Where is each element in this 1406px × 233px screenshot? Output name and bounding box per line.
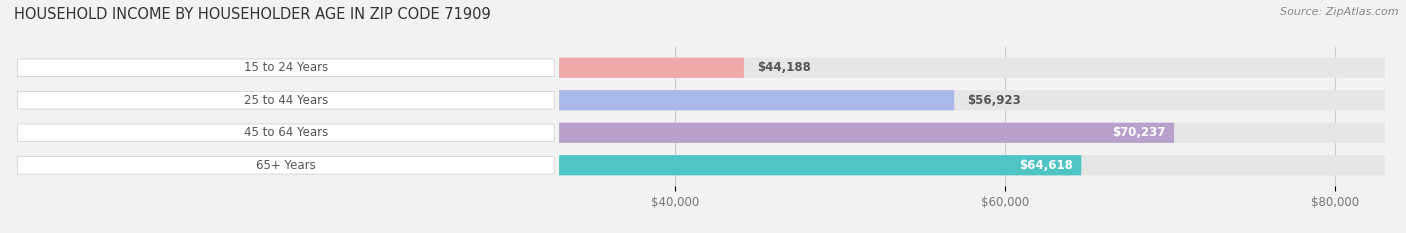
Text: HOUSEHOLD INCOME BY HOUSEHOLDER AGE IN ZIP CODE 71909: HOUSEHOLD INCOME BY HOUSEHOLDER AGE IN Z…	[14, 7, 491, 22]
Text: 45 to 64 Years: 45 to 64 Years	[243, 126, 328, 139]
Text: 25 to 44 Years: 25 to 44 Years	[243, 94, 328, 107]
FancyBboxPatch shape	[560, 90, 1385, 110]
FancyBboxPatch shape	[560, 90, 955, 110]
FancyBboxPatch shape	[560, 58, 1385, 78]
Text: $44,188: $44,188	[756, 61, 811, 74]
Text: Source: ZipAtlas.com: Source: ZipAtlas.com	[1281, 7, 1399, 17]
FancyBboxPatch shape	[17, 92, 554, 109]
FancyBboxPatch shape	[17, 157, 554, 174]
FancyBboxPatch shape	[560, 155, 1385, 175]
FancyBboxPatch shape	[560, 58, 744, 78]
FancyBboxPatch shape	[17, 59, 554, 76]
FancyBboxPatch shape	[560, 123, 1385, 143]
Text: $56,923: $56,923	[967, 94, 1021, 107]
Text: 15 to 24 Years: 15 to 24 Years	[243, 61, 328, 74]
Text: 65+ Years: 65+ Years	[256, 159, 315, 172]
Text: $70,237: $70,237	[1112, 126, 1166, 139]
FancyBboxPatch shape	[560, 155, 1081, 175]
FancyBboxPatch shape	[17, 124, 554, 141]
Text: $64,618: $64,618	[1019, 159, 1073, 172]
FancyBboxPatch shape	[560, 123, 1174, 143]
